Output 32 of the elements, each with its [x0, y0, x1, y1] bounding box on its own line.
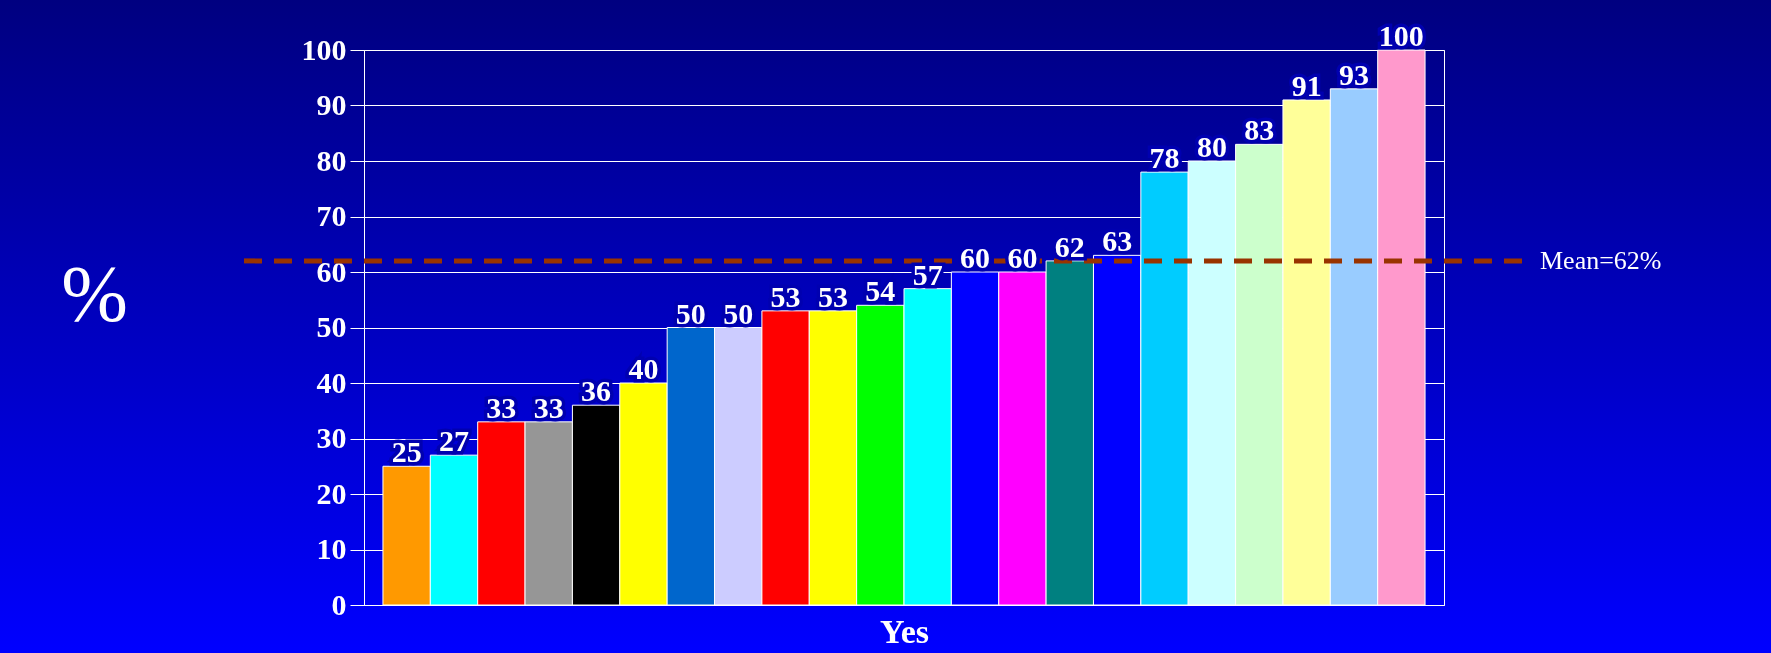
data-label: 80 [1196, 130, 1227, 163]
data-label: 54 [865, 274, 896, 308]
y-tick-label: 100 [301, 32, 347, 66]
y-tick-label: 90 [316, 88, 347, 121]
data-label: 36 [581, 374, 612, 408]
data-label: 53 [770, 279, 801, 313]
y-tick-label: 20 [316, 476, 347, 510]
data-label: 33 [533, 390, 564, 424]
y-tick-label: 70 [316, 199, 347, 232]
data-label: 25 [391, 435, 422, 469]
ref-line-label: Mean=62% [1540, 245, 1662, 275]
y-tick-label: 40 [316, 365, 347, 399]
data-label: 50 [723, 296, 754, 330]
data-label: 100 [1378, 19, 1424, 52]
data-label: 40 [628, 352, 659, 385]
data-label: 50 [675, 296, 706, 330]
y-tick-label: 50 [316, 310, 347, 343]
y-tick-label: 30 [316, 421, 347, 454]
y-tick-label: 10 [316, 532, 347, 565]
data-label: 33 [486, 390, 517, 424]
y-tick-label: 0 [331, 587, 347, 621]
data-label: 53 [817, 279, 848, 313]
data-label: 83 [1244, 113, 1275, 147]
data-label: 91 [1291, 68, 1322, 102]
data-label: 60 [1007, 241, 1038, 274]
data-label: 62 [1054, 229, 1085, 263]
y-axis-title: % [61, 250, 128, 338]
x-axis-title: Yes [879, 612, 930, 650]
y-tick-label: 80 [316, 143, 347, 177]
data-label: 93 [1339, 57, 1369, 91]
data-label: 63 [1102, 224, 1133, 258]
y-tick-label: 60 [316, 254, 347, 288]
